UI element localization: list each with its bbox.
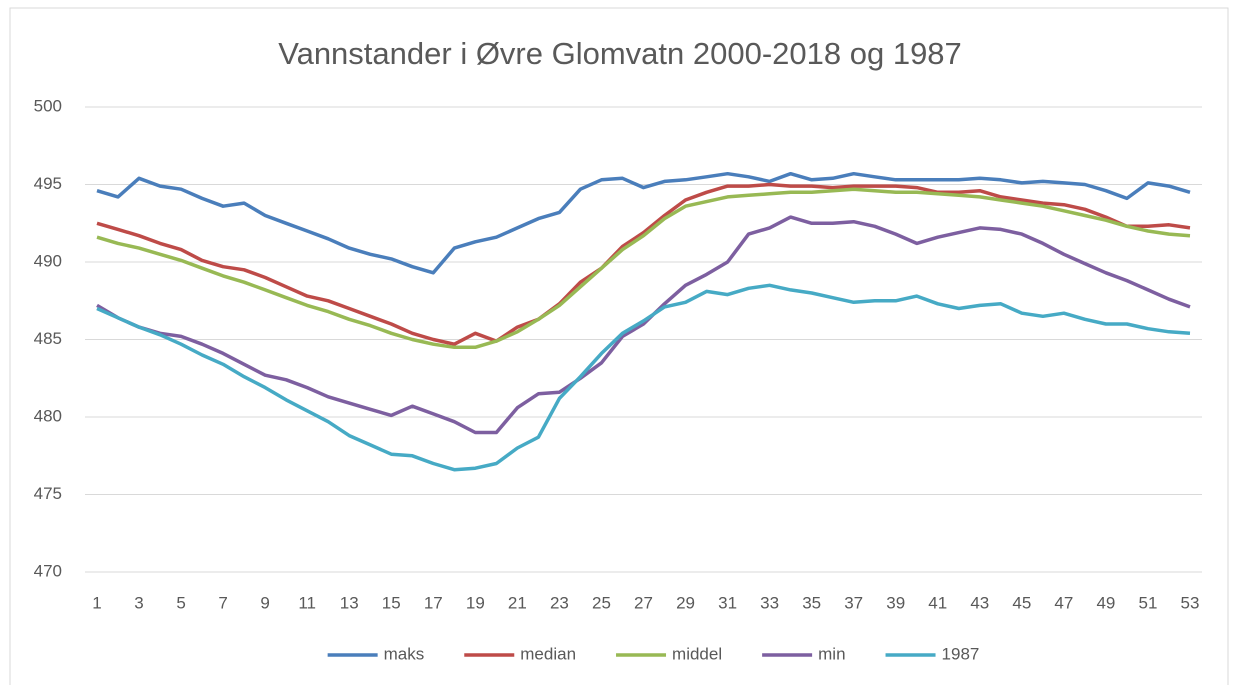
x-tick-label: 39 (886, 593, 905, 612)
x-tick-label: 53 (1181, 593, 1200, 612)
y-tick-label: 480 (34, 406, 62, 425)
y-tick-label: 470 (34, 561, 62, 580)
x-tick-label: 13 (340, 593, 359, 612)
y-tick-label: 485 (34, 329, 62, 348)
y-tick-label: 490 (34, 251, 62, 270)
x-tick-label: 25 (592, 593, 611, 612)
legend-label: middel (672, 644, 722, 663)
chart-frame (9, 7, 1229, 685)
x-tick-label: 35 (802, 593, 821, 612)
x-tick-label: 29 (676, 593, 695, 612)
series-line (96, 283, 1191, 472)
x-tick-label: 31 (718, 593, 737, 612)
x-tick-label: 1 (92, 593, 101, 612)
series-line (96, 187, 1191, 350)
x-tick-label: 19 (466, 593, 485, 612)
legend-label: 1987 (942, 644, 980, 663)
legend-label: maks (384, 644, 425, 663)
y-tick-label: 475 (34, 484, 62, 503)
x-tick-label: 45 (1012, 593, 1031, 612)
series-line (96, 171, 1191, 275)
x-tick-label: 51 (1139, 593, 1158, 612)
x-tick-label: 9 (260, 593, 269, 612)
x-tick-label: 27 (634, 593, 653, 612)
x-tick-label: 49 (1096, 593, 1115, 612)
x-tick-label: 7 (218, 593, 227, 612)
chart-title: Vannstander i Øvre Glomvatn 2000-2018 og… (278, 36, 962, 71)
series-line (96, 182, 1191, 346)
x-tick-label: 43 (970, 593, 989, 612)
legend-label: median (520, 644, 576, 663)
x-tick-label: 41 (928, 593, 947, 612)
series-line (96, 215, 1191, 435)
x-tick-label: 33 (760, 593, 779, 612)
x-tick-label: 11 (298, 593, 316, 612)
x-tick-label: 3 (134, 593, 143, 612)
y-tick-label: 500 (34, 96, 62, 115)
x-tick-label: 5 (176, 593, 185, 612)
x-tick-label: 37 (844, 593, 863, 612)
y-tick-label: 495 (34, 174, 62, 193)
legend-label: min (818, 644, 845, 663)
x-tick-label: 21 (508, 593, 527, 612)
x-tick-label: 23 (550, 593, 569, 612)
x-tick-label: 15 (382, 593, 401, 612)
x-tick-label: 17 (424, 593, 443, 612)
x-tick-label: 47 (1054, 593, 1073, 612)
